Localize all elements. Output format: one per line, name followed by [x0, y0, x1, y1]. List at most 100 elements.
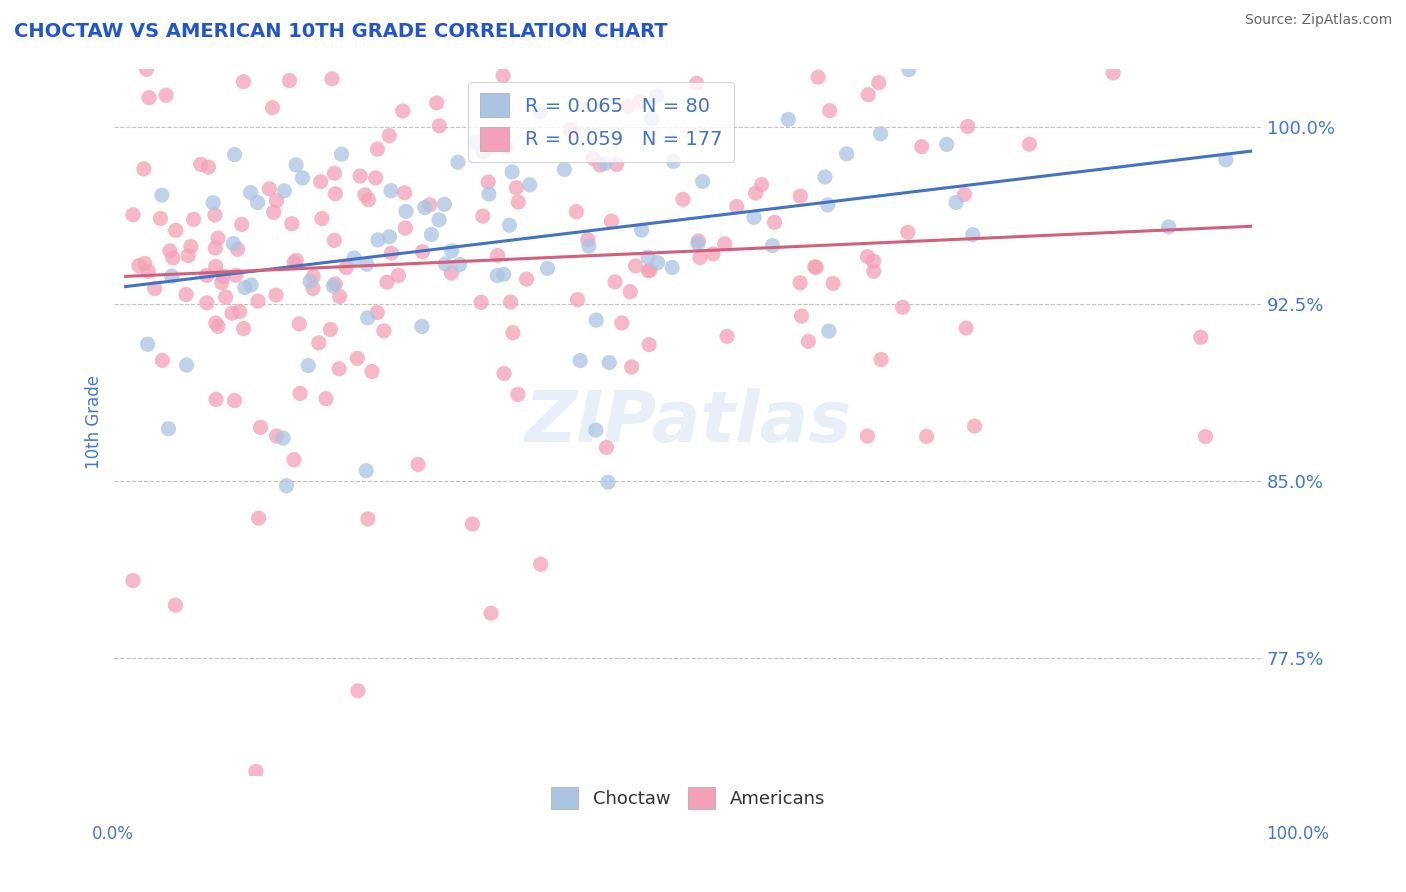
Point [204, 241, 226, 255]
Point [742, 211, 765, 225]
Point [291, 170, 314, 185]
Point [818, 103, 841, 118]
Point [122, 208, 145, 222]
Point [897, 62, 920, 77]
Point [472, 145, 495, 159]
Point [628, 95, 651, 109]
Point [228, 304, 250, 318]
Point [207, 319, 229, 334]
Point [271, 431, 294, 445]
Point [190, 157, 212, 171]
Point [328, 289, 350, 303]
Point [378, 128, 401, 143]
Point [576, 233, 599, 247]
Point [207, 231, 229, 245]
Point [177, 249, 200, 263]
Point [492, 367, 515, 381]
Point [233, 280, 256, 294]
Point [603, 275, 626, 289]
Point [945, 195, 967, 210]
Point [569, 353, 592, 368]
Point [672, 192, 695, 206]
Point [224, 393, 246, 408]
Point [567, 293, 589, 307]
Point [464, 135, 486, 149]
Point [440, 266, 463, 280]
Point [143, 282, 166, 296]
Point [606, 157, 628, 171]
Point [565, 204, 588, 219]
Point [222, 236, 245, 251]
Legend: Choctaw, Americans: Choctaw, Americans [544, 780, 832, 816]
Point [343, 251, 366, 265]
Point [596, 475, 619, 490]
Point [1194, 429, 1216, 443]
Point [278, 73, 301, 87]
Point [321, 71, 343, 86]
Point [281, 217, 304, 231]
Point [789, 276, 811, 290]
Point [790, 309, 813, 323]
Point [1018, 137, 1040, 152]
Point [560, 122, 582, 136]
Point [530, 558, 553, 572]
Point [516, 272, 538, 286]
Point [195, 296, 218, 310]
Point [205, 392, 228, 407]
Point [911, 139, 934, 153]
Point [433, 197, 456, 211]
Point [174, 287, 197, 301]
Point [869, 127, 891, 141]
Point [716, 329, 738, 343]
Point [620, 359, 643, 374]
Text: 0.0%: 0.0% [91, 825, 134, 843]
Point [336, 46, 359, 61]
Point [856, 250, 879, 264]
Point [361, 365, 384, 379]
Point [249, 420, 271, 434]
Point [132, 161, 155, 176]
Point [155, 88, 177, 103]
Point [461, 517, 484, 532]
Point [688, 234, 710, 248]
Point [478, 187, 501, 202]
Point [440, 244, 463, 258]
Point [176, 358, 198, 372]
Point [367, 233, 389, 247]
Point [761, 238, 783, 252]
Point [159, 244, 181, 258]
Point [818, 324, 841, 338]
Point [778, 112, 800, 127]
Point [470, 295, 492, 310]
Point [763, 215, 786, 229]
Point [1215, 153, 1237, 167]
Point [471, 209, 494, 223]
Point [311, 211, 333, 226]
Point [624, 259, 647, 273]
Point [585, 423, 607, 437]
Point [662, 154, 685, 169]
Point [180, 239, 202, 253]
Point [806, 260, 828, 275]
Point [935, 137, 957, 152]
Point [135, 62, 157, 77]
Point [322, 279, 344, 293]
Point [380, 184, 402, 198]
Point [637, 250, 659, 264]
Point [434, 257, 457, 271]
Point [245, 764, 267, 779]
Point [492, 69, 515, 83]
Point [231, 218, 253, 232]
Point [150, 353, 173, 368]
Point [789, 189, 811, 203]
Point [427, 212, 450, 227]
Point [335, 260, 357, 275]
Point [323, 166, 346, 180]
Point [685, 76, 707, 90]
Point [346, 351, 368, 366]
Point [641, 112, 664, 126]
Point [330, 147, 353, 161]
Point [221, 306, 243, 320]
Point [529, 104, 551, 119]
Point [366, 305, 388, 319]
